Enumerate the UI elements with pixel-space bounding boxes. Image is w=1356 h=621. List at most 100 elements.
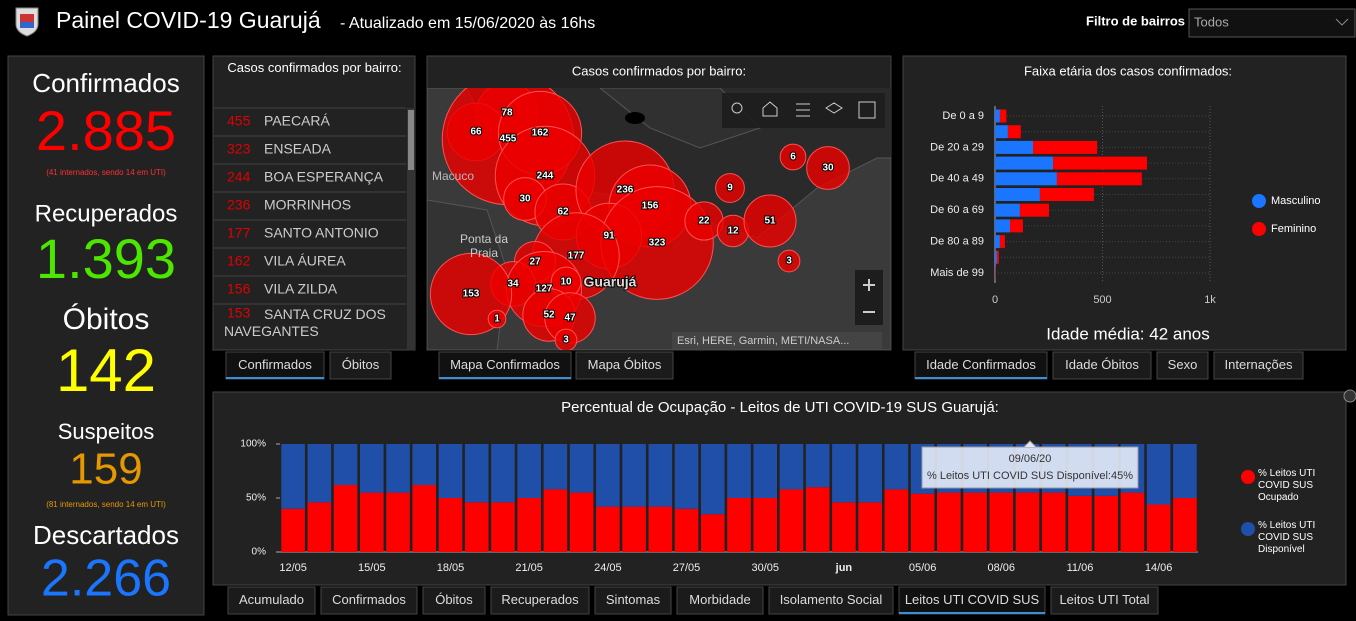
- bar-segment: [517, 444, 541, 498]
- x-tick-label: 500: [1093, 294, 1111, 306]
- expand-icon[interactable]: [1343, 389, 1356, 403]
- row-count: 156: [227, 281, 251, 297]
- row-name: SANTO ANTONIO: [264, 225, 379, 241]
- tab[interactable]: [914, 351, 1048, 380]
- tab-label[interactable]: Leitos UTI COVID SUS: [905, 592, 1040, 607]
- filter-value[interactable]: Todos: [1194, 14, 1229, 29]
- bar-segment: [1146, 444, 1171, 505]
- tab[interactable]: [329, 351, 392, 380]
- row-name: BOA ESPERANÇA: [264, 169, 384, 185]
- tab[interactable]: [676, 586, 764, 615]
- tab-label[interactable]: Leitos UTI Total: [1059, 592, 1149, 607]
- bar-segment: [596, 506, 620, 552]
- bubble-label: 51: [764, 216, 776, 227]
- bubble-label: 156: [642, 201, 659, 212]
- tab-label[interactable]: Óbitos: [435, 592, 473, 607]
- row-count: 153: [227, 305, 251, 321]
- bar-segment: [569, 444, 594, 493]
- place-label: Ponta da Praia: [459, 232, 509, 261]
- tab[interactable]: [320, 586, 418, 615]
- tab-label[interactable]: Sintomas: [606, 592, 661, 607]
- bar-segment: [995, 140, 1034, 154]
- map-bubbles: 78 66 455 162 244 30 62 236 156 91 323 22 12 51 9 6 30 3 1…: [429, 88, 850, 350]
- row-name-box: SANTA CRUZ DOS NAVEGANTES: [224, 306, 386, 339]
- y-tick-label: De 60 a 69: [930, 204, 984, 216]
- tab[interactable]: [1213, 351, 1304, 380]
- tab-label[interactable]: Mapa Confirmados: [450, 357, 560, 372]
- tab[interactable]: [490, 586, 590, 615]
- age-title: Faixa etária dos casos confirmados:: [1024, 63, 1232, 78]
- bar-segment: [622, 444, 646, 507]
- bar-segment: [596, 444, 620, 507]
- bar-segment: [753, 444, 778, 498]
- y-tick-label: Mais de 99: [930, 267, 984, 279]
- bar-segment: [779, 489, 804, 552]
- tab-label[interactable]: Recuperados: [501, 592, 579, 607]
- tab-label[interactable]: Morbidade: [689, 592, 750, 607]
- bar-segment: [995, 250, 997, 264]
- tab[interactable]: [1052, 351, 1152, 380]
- tab[interactable]: [575, 351, 674, 380]
- tab[interactable]: [227, 586, 316, 615]
- scrollbar-thumb[interactable]: [408, 110, 414, 170]
- bar-segment: [517, 498, 541, 552]
- tab-label[interactable]: Idade Óbitos: [1065, 357, 1139, 372]
- legend-label: % Leitos UTI COVID SUS Disponível: [1258, 520, 1316, 555]
- bar-segment: [622, 506, 646, 552]
- row-name: PAECARÁ: [264, 113, 331, 129]
- bubble-label: 153: [463, 289, 480, 300]
- map-toolbar[interactable]: [722, 93, 885, 128]
- tab[interactable]: [1156, 351, 1209, 380]
- zoom-control[interactable]: [855, 270, 883, 325]
- legend-swatch: [1252, 222, 1266, 236]
- tab[interactable]: [768, 586, 894, 615]
- tab-underline[interactable]: [439, 377, 571, 379]
- bar-segment: [700, 444, 725, 515]
- bar-segment: [1173, 498, 1197, 552]
- tab-label[interactable]: Óbitos: [342, 357, 380, 372]
- logo: [15, 7, 39, 37]
- row-count: 323: [227, 141, 251, 157]
- recovered-value: 1.393: [36, 227, 176, 290]
- bubble-label: 177: [568, 251, 585, 262]
- bar-segment: [858, 502, 882, 552]
- tab[interactable]: [422, 586, 486, 615]
- tab-label[interactable]: Confirmados: [238, 357, 312, 372]
- tab-underline[interactable]: [899, 612, 1045, 614]
- tab[interactable]: [594, 586, 672, 615]
- bar-segment: [648, 444, 673, 507]
- bar-segment: [307, 502, 332, 552]
- tab[interactable]: [898, 586, 1046, 615]
- legend-label: % Leitos UTI COVID SUS Ocupado: [1258, 468, 1316, 503]
- tab[interactable]: [225, 351, 325, 380]
- legend-label-box: % Leitos UTI COVID SUS Disponível: [1258, 520, 1316, 555]
- tab[interactable]: [438, 351, 572, 380]
- bar-segment: [569, 492, 594, 552]
- filter-dropdown[interactable]: Todos: [1188, 8, 1356, 38]
- tab[interactable]: [1050, 586, 1159, 615]
- bar-segment: [995, 172, 1057, 186]
- list-panel: [212, 55, 416, 351]
- tooltip-title: 09/06/20: [1009, 453, 1052, 465]
- tab-label[interactable]: Internações: [1225, 357, 1293, 372]
- x-tick-label: 15/05: [358, 562, 386, 574]
- x-tick-label: 14/06: [1145, 562, 1173, 574]
- tab-underline[interactable]: [226, 377, 324, 379]
- subtitle: - Atualizado em 15/06/2020 às 16hs: [340, 15, 595, 32]
- tab-label[interactable]: Acumulado: [239, 592, 304, 607]
- bubble-label: 127: [536, 284, 553, 295]
- confirmed-note: (41 internados, sendo 14 em UTI): [46, 168, 166, 177]
- uti-title: Percentual de Ocupação - Leitos de UTI C…: [561, 399, 999, 416]
- tab-label[interactable]: Confirmados: [332, 592, 406, 607]
- bar-segment: [1120, 492, 1145, 552]
- tab-underline[interactable]: [915, 377, 1047, 379]
- bar-segment: [963, 492, 987, 552]
- tab-label[interactable]: Sexo: [1168, 357, 1198, 372]
- tab-label[interactable]: Idade Confirmados: [926, 357, 1036, 372]
- place-label: Macuco: [432, 169, 474, 183]
- legend-swatch: [1241, 522, 1255, 536]
- bar-segment: [543, 444, 568, 490]
- bar-segment: [884, 444, 909, 490]
- tab-label[interactable]: Isolamento Social: [780, 592, 883, 607]
- tab-label[interactable]: Mapa Óbitos: [588, 357, 662, 372]
